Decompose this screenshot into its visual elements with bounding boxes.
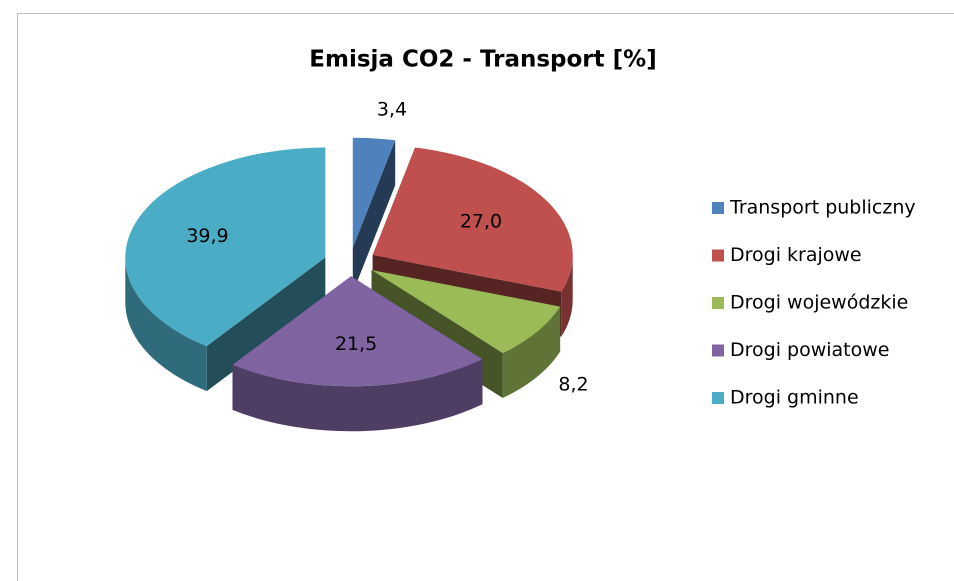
data-label: 39,9 (186, 225, 228, 247)
slice-wall (561, 255, 573, 337)
data-label: 21,5 (335, 333, 377, 355)
legend-label: Drogi gminne (730, 387, 859, 409)
slice-top (371, 270, 561, 354)
slice (125, 147, 326, 392)
data-label: 27,0 (460, 210, 502, 232)
chart-title: Emisja CO2 - Transport [%] (309, 47, 656, 73)
slice-top (232, 276, 483, 387)
legend-swatch (712, 249, 724, 262)
slice-top (372, 147, 573, 292)
slice-top (125, 147, 326, 347)
slice (352, 137, 396, 293)
slice-top (352, 137, 396, 248)
data-label: 3,4 (377, 99, 407, 121)
slice-wall (502, 306, 561, 399)
slice-wall (232, 359, 483, 432)
legend-label: Drogi powiatowe (730, 339, 889, 361)
legend-label: Drogi krajowe (730, 244, 862, 266)
legend-swatch (712, 344, 724, 357)
slice (232, 276, 483, 432)
data-label: 8,2 (558, 373, 588, 395)
slice-side (352, 140, 396, 293)
legend-label: Drogi wojewódzkie (730, 292, 908, 314)
legend-swatch (712, 392, 724, 404)
legend-label: Transport publiczny (729, 197, 916, 219)
slice-side (206, 257, 326, 392)
legend-swatch (712, 202, 724, 214)
legend-swatch (712, 297, 724, 309)
slice-wall (125, 257, 207, 392)
